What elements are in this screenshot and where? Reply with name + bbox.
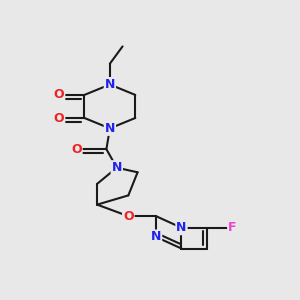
Text: O: O [54, 112, 64, 124]
Text: F: F [228, 221, 236, 234]
Text: N: N [105, 78, 115, 91]
Text: O: O [71, 143, 82, 156]
Text: N: N [176, 221, 187, 234]
Text: O: O [54, 88, 64, 101]
Text: N: N [105, 122, 115, 135]
Text: O: O [123, 210, 134, 223]
Text: N: N [151, 230, 161, 244]
Text: N: N [112, 161, 122, 174]
